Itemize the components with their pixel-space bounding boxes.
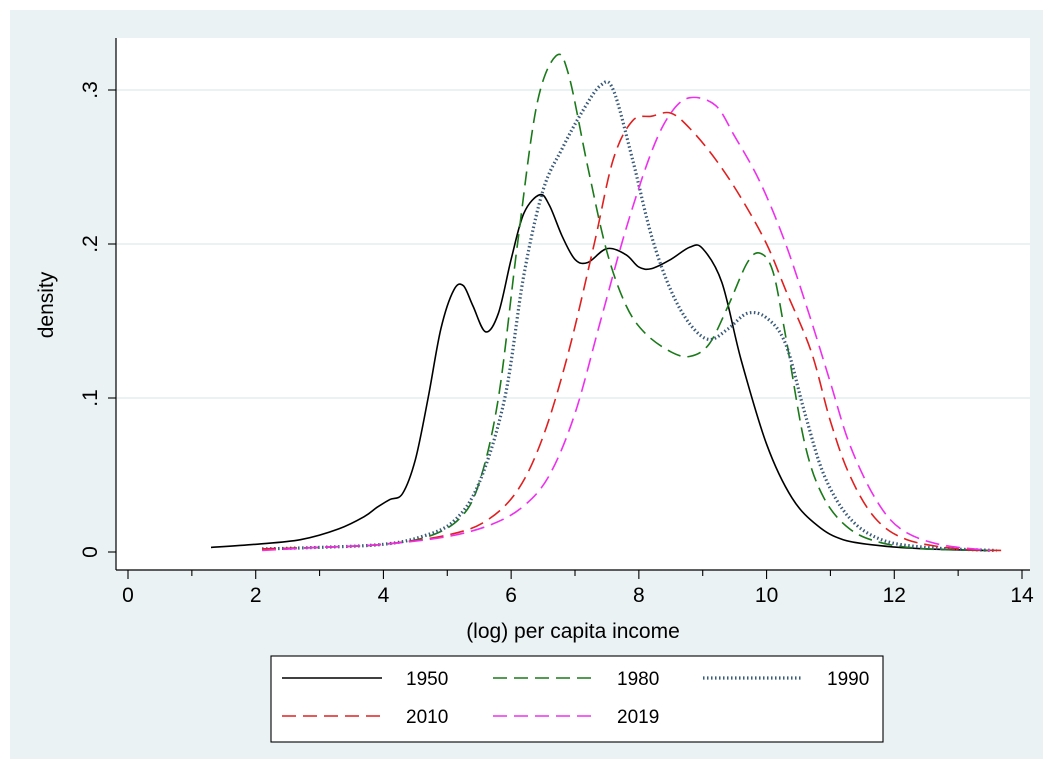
y-tick-label: .1 <box>79 389 102 407</box>
y-tick-label: 0 <box>79 546 102 558</box>
x-tick-label: 2 <box>250 584 262 607</box>
legend-label-1980: 1980 <box>617 669 659 690</box>
x-tick-label: 6 <box>505 584 517 607</box>
series-line-2019 <box>262 96 991 552</box>
x-tick-label: 14 <box>1010 584 1034 607</box>
series-line-1950 <box>210 193 991 552</box>
x-axis-label: (log) per capita income <box>466 620 680 643</box>
x-tick-label: 4 <box>378 584 390 607</box>
legend: 1950 1980 1990 2010 2019 <box>270 655 884 743</box>
x-tick-label: 12 <box>883 584 906 607</box>
legend-label-1990: 1990 <box>827 669 869 690</box>
legend-box <box>270 655 884 743</box>
x-tick-label: 10 <box>755 584 778 607</box>
plot-area <box>116 38 1030 570</box>
legend-label-1950: 1950 <box>406 669 448 690</box>
y-tick-label: .3 <box>79 81 102 99</box>
axes: 0 2 4 6 8 10 12 14 0 .1 .2 .3 <box>79 38 1034 607</box>
series-line-1980 <box>262 53 991 552</box>
x-tick-label: 8 <box>633 584 645 607</box>
y-axis-label: density <box>35 271 58 338</box>
y-tick-label: .2 <box>79 235 102 253</box>
series-lines <box>210 53 1003 553</box>
legend-label-2010: 2010 <box>406 707 448 728</box>
series-line-1990 <box>262 80 997 553</box>
legend-label-2019: 2019 <box>617 707 659 728</box>
series-line-2010 <box>262 111 1003 552</box>
x-tick-label: 0 <box>122 584 134 607</box>
